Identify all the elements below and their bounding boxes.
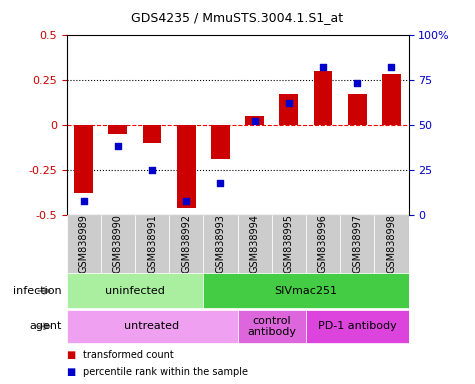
Text: ■: ■: [66, 367, 76, 377]
Bar: [238, 310, 306, 343]
Bar: [203, 215, 238, 273]
Text: SIVmac251: SIVmac251: [275, 286, 337, 296]
Text: GSM838994: GSM838994: [249, 214, 260, 273]
Bar: [279, 94, 298, 125]
Bar: [272, 215, 306, 273]
Bar: [66, 215, 101, 273]
Text: transformed count: transformed count: [83, 350, 174, 360]
Point: [217, 179, 224, 185]
Text: GSM838997: GSM838997: [352, 214, 362, 273]
Text: agent: agent: [29, 321, 62, 331]
Bar: [211, 125, 230, 159]
Text: GSM838998: GSM838998: [386, 214, 397, 273]
Point: [319, 64, 327, 70]
Bar: [306, 215, 340, 273]
Text: GSM838996: GSM838996: [318, 214, 328, 273]
Text: infection: infection: [13, 286, 62, 296]
Point: [80, 197, 87, 204]
Point: [388, 64, 395, 70]
Point: [285, 100, 293, 106]
Bar: [135, 215, 169, 273]
Bar: [245, 116, 264, 125]
Text: GSM838992: GSM838992: [181, 214, 191, 273]
Text: GDS4235 / MmuSTS.3004.1.S1_at: GDS4235 / MmuSTS.3004.1.S1_at: [132, 12, 343, 25]
Bar: [101, 215, 135, 273]
Bar: [348, 94, 367, 125]
Point: [114, 143, 122, 149]
Bar: [66, 310, 238, 343]
Bar: [238, 215, 272, 273]
Point: [353, 80, 361, 86]
Bar: [340, 215, 374, 273]
Bar: [306, 310, 408, 343]
Text: percentile rank within the sample: percentile rank within the sample: [83, 367, 248, 377]
Bar: [66, 273, 203, 308]
Text: GSM838991: GSM838991: [147, 214, 157, 273]
Text: ■: ■: [66, 350, 76, 360]
Bar: [382, 74, 401, 125]
Bar: [108, 125, 127, 134]
Text: GSM838993: GSM838993: [215, 214, 226, 273]
Bar: [203, 273, 408, 308]
Point: [148, 167, 156, 173]
Text: GSM838995: GSM838995: [284, 214, 294, 273]
Bar: [169, 215, 203, 273]
Bar: [314, 71, 332, 125]
Bar: [374, 215, 408, 273]
Bar: [74, 125, 93, 194]
Text: GSM838990: GSM838990: [113, 214, 123, 273]
Text: untreated: untreated: [124, 321, 180, 331]
Bar: [177, 125, 196, 208]
Point: [251, 118, 258, 124]
Bar: [142, 125, 162, 143]
Text: control
antibody: control antibody: [247, 316, 296, 337]
Text: GSM838989: GSM838989: [78, 214, 89, 273]
Point: [182, 197, 190, 204]
Text: uninfected: uninfected: [105, 286, 165, 296]
Text: PD-1 antibody: PD-1 antibody: [318, 321, 397, 331]
